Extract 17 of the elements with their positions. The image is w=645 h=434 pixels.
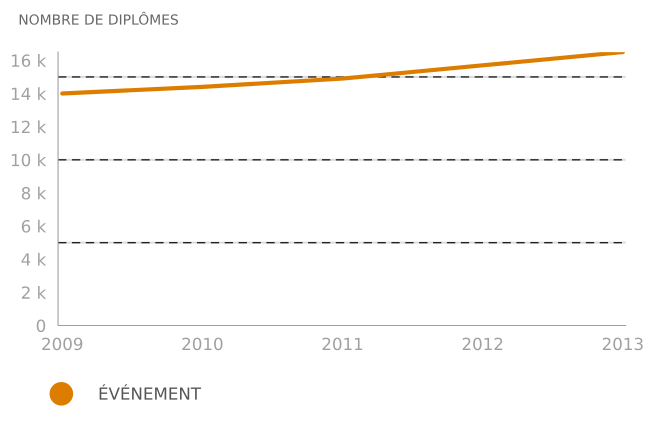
- y-tick-label: 10 k: [12, 153, 46, 166]
- y-tick-label: 14 k: [12, 87, 46, 100]
- y-tick-label: 6 k: [22, 220, 46, 233]
- x-tick-label: 2013: [602, 338, 643, 350]
- x-tick-label: 2012: [462, 338, 502, 350]
- y-tick-label: 2 k: [22, 286, 46, 299]
- y-tick-label: 4 k: [22, 252, 46, 266]
- y-tick-label: 12 k: [12, 120, 46, 133]
- y-tick-label: 16 k: [12, 54, 46, 67]
- line-series: [60, 52, 625, 96]
- x-tick-label: 2009: [42, 338, 82, 350]
- chart-title: NOMBRE DE DIPLÔMES: [20, 12, 178, 25]
- y-tick-label: 8 k: [22, 186, 46, 200]
- y-tick-label: 0: [36, 319, 46, 332]
- legend-label: ÉVÉNEMENT: [100, 384, 202, 400]
- x-tick-label: 2011: [322, 338, 362, 350]
- x-tick-label: 2010: [182, 338, 223, 350]
